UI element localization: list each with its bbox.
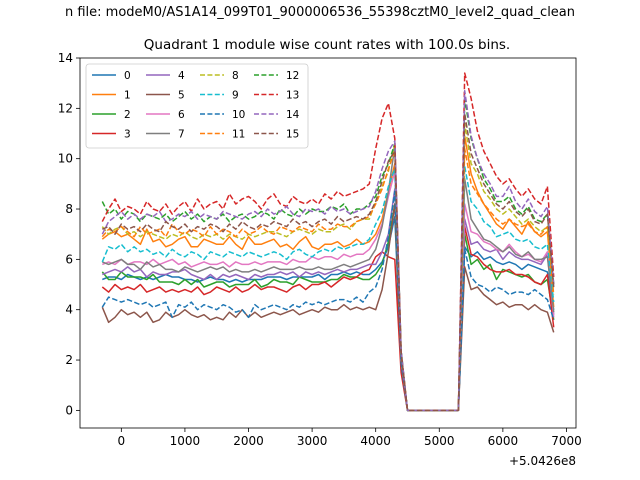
- y-tick-label: 0: [65, 403, 73, 417]
- series-line-11: [101, 147, 555, 412]
- x-tick-label: 5000: [424, 434, 455, 448]
- axes-frame: [79, 57, 577, 429]
- y-tick-label: 12: [58, 101, 73, 115]
- series-line-1: [101, 135, 555, 412]
- legend-label-2: 2: [124, 109, 131, 121]
- legend-label-9: 9: [232, 90, 239, 102]
- x-offset-label: +5.0426e8: [509, 454, 576, 468]
- x-tick-label: 6000: [488, 434, 519, 448]
- chart-suptitle: n file: modeM0/AS1A14_099T01_9000006536_…: [65, 5, 575, 20]
- series-line-5: [101, 203, 555, 412]
- y-tick-label: 4: [65, 303, 73, 317]
- x-tick-label: 1000: [170, 434, 201, 448]
- series-line-2: [101, 203, 555, 412]
- series-line-3: [101, 225, 555, 412]
- y-tick-label: 6: [65, 252, 73, 266]
- legend-label-7: 7: [178, 129, 185, 141]
- y-tick-label: 14: [58, 51, 73, 65]
- x-tick-label: 4000: [360, 434, 391, 448]
- legend-label-13: 13: [286, 90, 299, 102]
- series-line-4: [102, 188, 555, 412]
- legend-label-12: 12: [286, 70, 299, 82]
- legend-label-15: 15: [286, 129, 299, 141]
- legend-label-3: 3: [124, 129, 131, 141]
- legend-label-0: 0: [124, 70, 131, 82]
- x-tick-label: 3000: [297, 434, 328, 448]
- legend-label-5: 5: [178, 90, 185, 102]
- x-tick-label: 0: [118, 434, 126, 448]
- plot-area: 0 1000 2000 3000 4000 5000 6000 700002468101214…: [58, 51, 582, 448]
- legend-label-10: 10: [232, 109, 245, 121]
- series-line-10: [101, 190, 555, 412]
- series-line-6: [102, 170, 555, 412]
- legend-label-1: 1: [124, 90, 131, 102]
- series-line-8: [101, 122, 555, 412]
- y-tick-label: 2: [65, 353, 73, 367]
- series-line-14: [101, 89, 555, 412]
- series-line-15: [102, 112, 555, 412]
- x-tick-label: 7000: [551, 434, 582, 448]
- chart-title: Quadrant 1 module wise count rates with …: [144, 37, 510, 53]
- legend-label-4: 4: [178, 70, 185, 82]
- series-group: [101, 72, 555, 412]
- legend-label-6: 6: [178, 109, 185, 121]
- legend-label-11: 11: [232, 129, 245, 141]
- legend-label-8: 8: [232, 70, 239, 82]
- legend-frame: [85, 63, 309, 149]
- series-line-7: [102, 145, 555, 412]
- legend-label-14: 14: [286, 109, 300, 121]
- x-tick-label: 2000: [233, 434, 264, 448]
- series-line-0: [102, 215, 555, 412]
- y-tick-label: 8: [65, 202, 73, 216]
- series-line-13: [101, 72, 555, 412]
- y-tick-label: 10: [58, 152, 73, 166]
- series-line-9: [101, 165, 555, 412]
